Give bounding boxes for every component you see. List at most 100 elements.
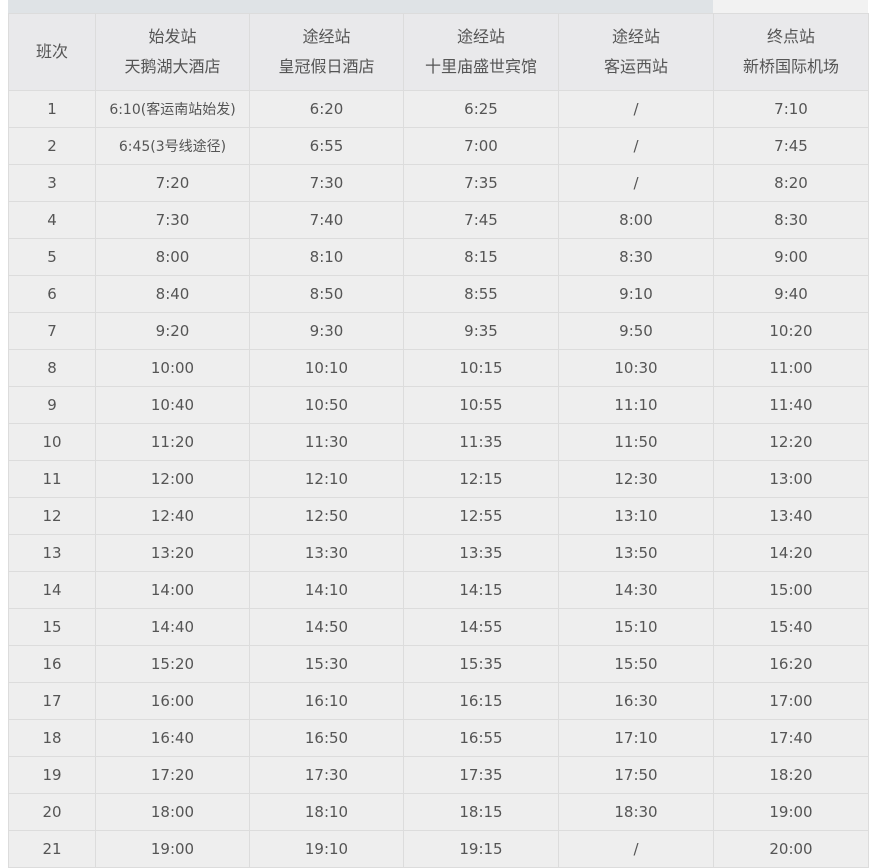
departure-time: / xyxy=(558,90,714,128)
departure-time: 9:35 xyxy=(403,312,559,350)
departure-time: 11:35 xyxy=(403,423,559,461)
trip-number: 16 xyxy=(8,645,96,683)
departure-time: 19:10 xyxy=(249,830,404,868)
departure-time: 14:20 xyxy=(713,534,869,572)
departure-time: 11:40 xyxy=(713,386,869,424)
departure-time: 15:20 xyxy=(95,645,250,683)
departure-time: 14:10 xyxy=(249,571,404,609)
departure-time: 10:00 xyxy=(95,349,250,387)
table-row: 19 17:20 17:30 17:35 17:50 18:20 xyxy=(8,756,869,794)
departure-time: 17:10 xyxy=(558,719,714,757)
header-row: 班次 始发站 天鹅湖大酒店 途经站 皇冠假日酒店 途经站 十里庙盛世宾馆 途经站 客运西站 终点站… xyxy=(8,13,869,91)
departure-time: 13:20 xyxy=(95,534,250,572)
trip-number: 11 xyxy=(8,460,96,498)
trip-number: 19 xyxy=(8,756,96,794)
departure-time: 7:10 xyxy=(713,90,869,128)
departure-time: 8:10 xyxy=(249,238,404,276)
departure-time: 17:00 xyxy=(713,682,869,720)
departure-time: 18:10 xyxy=(249,793,404,831)
departure-time: 16:55 xyxy=(403,719,559,757)
trip-number: 20 xyxy=(8,793,96,831)
header-station-name: 新桥国际机场 xyxy=(742,57,839,76)
departure-time: 13:35 xyxy=(403,534,559,572)
table-row: 2 6:45(3号线途径) 6:55 7:00/7:45 xyxy=(8,127,869,165)
departure-time: 7:40 xyxy=(249,201,404,239)
departure-time: 7:00 xyxy=(403,127,559,165)
table-row: 7 9:20 9:30 9:35 9:50 10:20 xyxy=(8,312,869,350)
departure-time: 10:10 xyxy=(249,349,404,387)
departure-time: 19:15 xyxy=(403,830,559,868)
departure-time: 19:00 xyxy=(713,793,869,831)
departure-time: 12:55 xyxy=(403,497,559,535)
departure-time: 17:40 xyxy=(713,719,869,757)
departure-time: 16:40 xyxy=(95,719,250,757)
trip-number: 15 xyxy=(8,608,96,646)
departure-time: 16:50 xyxy=(249,719,404,757)
departure-time: 8:00 xyxy=(558,201,714,239)
departure-time: 11:00 xyxy=(713,349,869,387)
departure-time: 14:40 xyxy=(95,608,250,646)
departure-time: 8:20 xyxy=(713,164,869,202)
departure-time: 16:10 xyxy=(249,682,404,720)
departure-time: 10:30 xyxy=(558,349,714,387)
departure-time: 11:20 xyxy=(95,423,250,461)
departure-time: 8:55 xyxy=(403,275,559,313)
departure-time: 8:40 xyxy=(95,275,250,313)
departure-time: 12:50 xyxy=(249,497,404,535)
departure-time: / xyxy=(558,164,714,202)
departure-time: 14:55 xyxy=(403,608,559,646)
header-station-type: 终点站 xyxy=(766,27,815,46)
departure-time: / xyxy=(558,830,714,868)
column-header: 途经站 皇冠假日酒店 xyxy=(249,13,404,91)
departure-time: 12:30 xyxy=(558,460,714,498)
departure-time: 8:30 xyxy=(558,238,714,276)
top-bar-right xyxy=(713,0,868,13)
departure-time: 12:40 xyxy=(95,497,250,535)
departure-time: 12:20 xyxy=(713,423,869,461)
table-row: 5 8:00 8:10 8:15 8:30 9:00 xyxy=(8,238,869,276)
trip-number: 17 xyxy=(8,682,96,720)
departure-time: 18:00 xyxy=(95,793,250,831)
header-station-type: 途经站 xyxy=(456,27,505,46)
trip-number: 7 xyxy=(8,312,96,350)
header-station-type: 途经站 xyxy=(302,27,351,46)
column-header: 途经站十里庙盛世宾馆 xyxy=(403,13,559,91)
departure-time: 12:15 xyxy=(403,460,559,498)
table-row: 21 19:00 19:10 19:15/20:00 xyxy=(8,830,869,868)
header-station-name: 十里庙盛世宾馆 xyxy=(424,57,537,76)
departure-time: 13:10 xyxy=(558,497,714,535)
departure-time: 18:20 xyxy=(713,756,869,794)
header-station-type: 途经站 xyxy=(611,27,660,46)
column-header: 班次 xyxy=(8,13,96,91)
departure-time: 10:50 xyxy=(249,386,404,424)
departure-time: 16:20 xyxy=(713,645,869,683)
trip-number: 8 xyxy=(8,349,96,387)
table-row: 18 16:40 16:50 16:55 17:10 17:40 xyxy=(8,719,869,757)
departure-time: 6:10(客运南站始发) xyxy=(95,90,250,128)
table-row: 15 14:40 14:50 14:55 15:10 15:40 xyxy=(8,608,869,646)
departure-time: 8:00 xyxy=(95,238,250,276)
departure-time: 15:50 xyxy=(558,645,714,683)
departure-time: 6:45(3号线途径) xyxy=(95,127,250,165)
departure-time: 15:35 xyxy=(403,645,559,683)
header-station-name: 天鹅湖大酒店 xyxy=(124,57,221,76)
departure-time: 17:20 xyxy=(95,756,250,794)
departure-time: 17:35 xyxy=(403,756,559,794)
trip-number: 9 xyxy=(8,386,96,424)
table-row: 8 10:00 10:10 10:15 10:30 11:00 xyxy=(8,349,869,387)
departure-time: 10:20 xyxy=(713,312,869,350)
departure-time: 7:30 xyxy=(249,164,404,202)
departure-time: 9:50 xyxy=(558,312,714,350)
departure-time: 11:10 xyxy=(558,386,714,424)
departure-time: / xyxy=(558,127,714,165)
departure-time: 14:30 xyxy=(558,571,714,609)
departure-time: 12:00 xyxy=(95,460,250,498)
table-row: 12 12:40 12:50 12:55 13:10 13:40 xyxy=(8,497,869,535)
header-station-type: 始发站 xyxy=(148,27,197,46)
departure-time: 14:15 xyxy=(403,571,559,609)
departure-time: 9:40 xyxy=(713,275,869,313)
departure-time: 8:50 xyxy=(249,275,404,313)
table-row: 9 10:40 10:50 10:55 11:10 11:40 xyxy=(8,386,869,424)
departure-time: 6:25 xyxy=(403,90,559,128)
table-row: 20 18:00 18:10 18:15 18:30 19:00 xyxy=(8,793,869,831)
